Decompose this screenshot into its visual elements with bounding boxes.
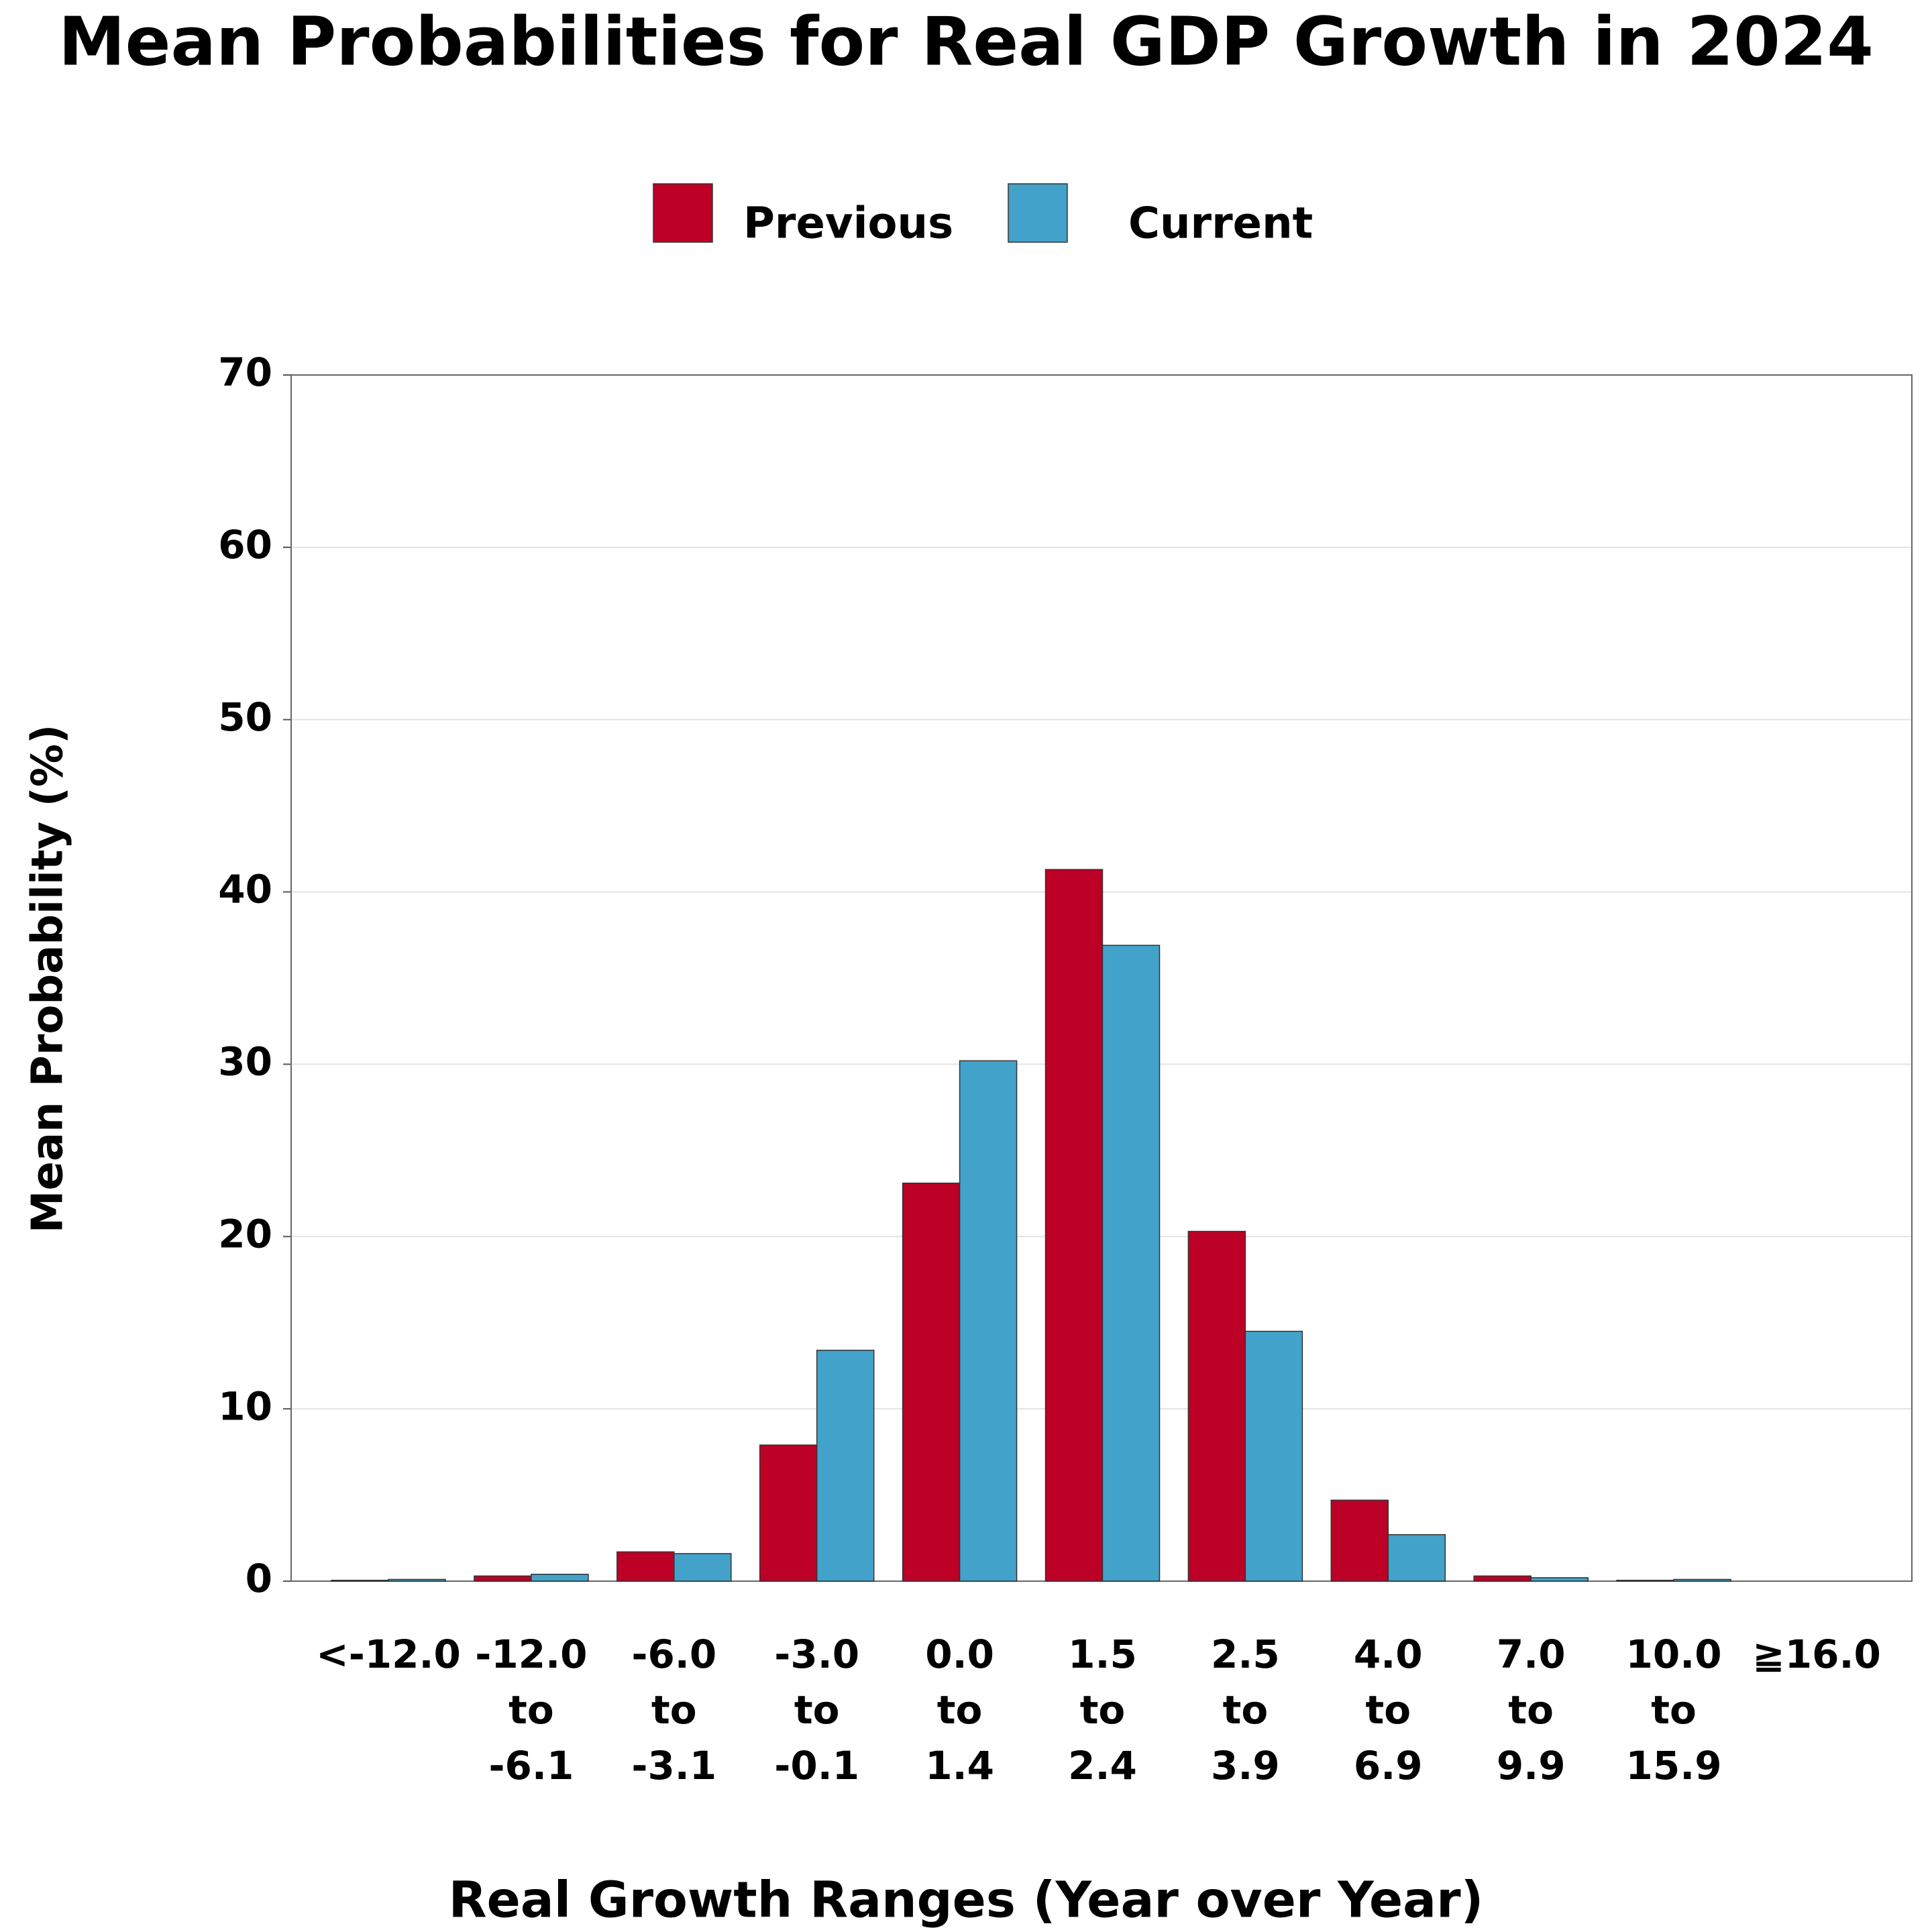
bar	[1187, 1230, 1246, 1582]
bar	[1102, 945, 1161, 1582]
y-tick-label: 40	[218, 867, 272, 912]
bar	[674, 1553, 732, 1582]
x-tick-label: 7.0 to 9.9	[1497, 1631, 1566, 1788]
y-tick-label: 60	[218, 522, 272, 568]
bar	[759, 1444, 818, 1582]
y-tick-label: 30	[218, 1039, 272, 1085]
y-tick-label: 0	[246, 1556, 272, 1601]
bar	[959, 1060, 1018, 1582]
legend-label: Previous	[743, 199, 953, 249]
bar	[474, 1575, 532, 1582]
x-tick-label: 2.5 to 3.9	[1211, 1631, 1280, 1788]
bar	[1616, 1579, 1674, 1582]
bar	[616, 1551, 675, 1582]
x-tick-label: 1.5 to 2.4	[1068, 1631, 1137, 1788]
x-axis-title: Real Growth Ranges (Year over Year)	[449, 1872, 1484, 1929]
legend-label: Current	[1128, 199, 1313, 249]
bar	[1244, 1330, 1303, 1582]
bar	[1330, 1499, 1389, 1582]
bar	[1673, 1578, 1731, 1582]
bar	[388, 1578, 446, 1582]
bar	[1044, 869, 1104, 1582]
x-tick-label: <-12.0	[316, 1631, 461, 1677]
y-tick-label: 10	[218, 1383, 272, 1429]
x-tick-label: 10.0 to 15.9	[1626, 1631, 1722, 1788]
chart-title: Mean Probabilities for Real GDP Growth i…	[58, 2, 1874, 80]
x-tick-label: ≧16.0	[1752, 1631, 1881, 1677]
x-tick-label: -3.0 to -0.1	[774, 1631, 859, 1788]
y-tick-label: 70	[218, 350, 272, 395]
legend-swatch	[1008, 183, 1068, 243]
x-tick-label: -6.0 to -3.1	[631, 1631, 716, 1788]
y-tick-label: 20	[218, 1211, 272, 1256]
bar	[1530, 1577, 1589, 1582]
bar	[902, 1182, 961, 1582]
y-axis-title: Mean Probability (%)	[23, 724, 73, 1233]
y-tick-label: 50	[218, 694, 272, 740]
legend-swatch	[653, 183, 713, 243]
bar	[331, 1579, 389, 1582]
bar	[1387, 1534, 1446, 1582]
x-tick-label: 0.0 to 1.4	[925, 1631, 994, 1788]
bar	[1473, 1575, 1532, 1582]
bar	[816, 1350, 875, 1582]
x-tick-label: 4.0 to 6.9	[1354, 1631, 1423, 1788]
x-tick-label: -12.0 to -6.1	[475, 1631, 587, 1788]
bar	[531, 1573, 589, 1582]
